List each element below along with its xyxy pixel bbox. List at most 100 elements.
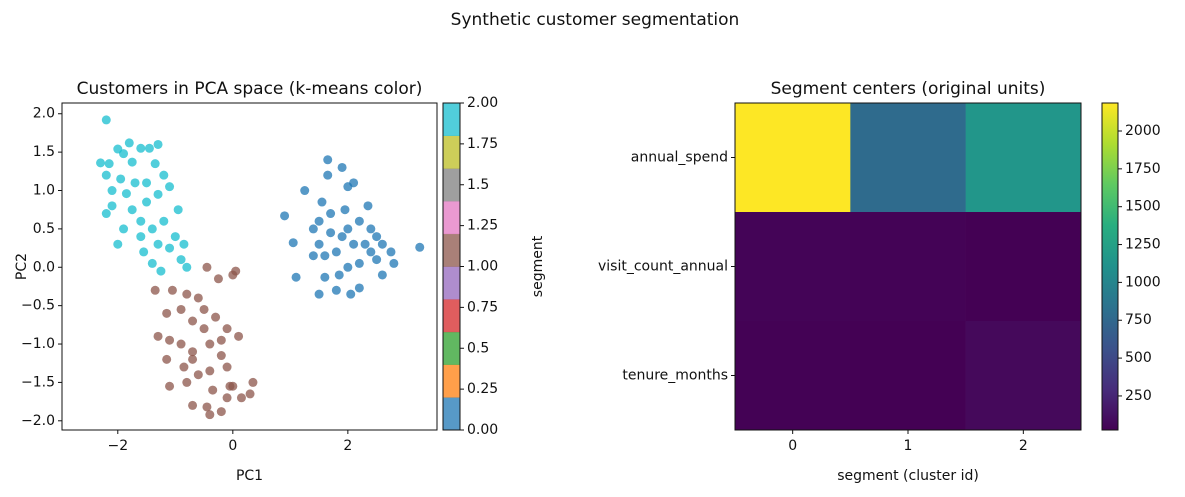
point bbox=[211, 312, 221, 322]
y-tick-label: visit_count_annual bbox=[598, 259, 728, 275]
point bbox=[222, 393, 232, 403]
point bbox=[179, 362, 189, 372]
point bbox=[280, 211, 290, 221]
y-tick-label: −0.5 bbox=[21, 298, 55, 314]
colorbar-swatch bbox=[443, 397, 460, 431]
point bbox=[216, 335, 226, 345]
colorbar-tick-label: 500 bbox=[1125, 350, 1152, 366]
point bbox=[288, 238, 298, 248]
point bbox=[147, 224, 157, 234]
colorbar-swatch bbox=[443, 168, 460, 202]
y-tick-label: −1.0 bbox=[21, 336, 55, 352]
point bbox=[208, 385, 218, 395]
colorbar-swatch bbox=[443, 135, 460, 169]
heatmap-cell bbox=[850, 212, 966, 322]
point bbox=[153, 139, 163, 149]
point bbox=[320, 272, 330, 282]
point bbox=[205, 339, 215, 349]
point bbox=[248, 377, 258, 387]
point bbox=[182, 289, 192, 299]
point bbox=[101, 170, 111, 180]
point bbox=[326, 209, 336, 219]
point bbox=[127, 205, 137, 215]
y-axis-label: PC2 bbox=[14, 253, 30, 280]
point bbox=[156, 266, 166, 276]
point bbox=[176, 304, 186, 314]
point bbox=[389, 258, 399, 268]
point bbox=[165, 381, 175, 391]
point bbox=[320, 251, 330, 261]
x-tick-label: 0 bbox=[228, 438, 237, 454]
y-tick-label: −1.5 bbox=[21, 374, 55, 390]
point bbox=[147, 258, 157, 268]
x-tick-label: −2 bbox=[107, 438, 128, 454]
point bbox=[101, 209, 111, 219]
colorbar-tick-label: 1500 bbox=[1125, 199, 1161, 215]
point bbox=[96, 158, 106, 168]
point bbox=[119, 149, 129, 159]
point bbox=[142, 197, 152, 207]
point bbox=[323, 170, 333, 180]
point bbox=[343, 224, 353, 234]
point bbox=[213, 274, 223, 284]
point bbox=[165, 243, 175, 253]
point bbox=[150, 159, 160, 169]
point bbox=[386, 247, 396, 257]
colorbar-tick-label: 250 bbox=[1125, 388, 1152, 404]
heatmap-cell bbox=[965, 212, 1082, 322]
point bbox=[101, 115, 111, 125]
point bbox=[340, 205, 350, 215]
colorbar-label: segment bbox=[530, 235, 546, 297]
point bbox=[228, 381, 238, 391]
point bbox=[159, 170, 169, 180]
point bbox=[159, 216, 169, 226]
colorbar-tick-label: 0.00 bbox=[467, 422, 498, 438]
point bbox=[366, 247, 376, 257]
point bbox=[349, 239, 359, 249]
point bbox=[377, 270, 387, 280]
point bbox=[366, 224, 376, 234]
point bbox=[291, 272, 301, 282]
point bbox=[121, 189, 131, 199]
colorbar-tick-label: 1250 bbox=[1125, 237, 1161, 253]
point bbox=[179, 239, 189, 249]
axes-title: Segment centers (original units) bbox=[771, 79, 1046, 99]
point bbox=[127, 157, 137, 167]
point bbox=[199, 304, 209, 314]
point bbox=[188, 316, 198, 326]
colorbar-tick-label: 0.25 bbox=[467, 381, 498, 397]
point bbox=[165, 182, 175, 192]
y-tick-label: tenure_months bbox=[622, 368, 728, 384]
point bbox=[153, 239, 163, 249]
colorbar-swatch bbox=[443, 364, 460, 398]
point bbox=[415, 242, 425, 252]
point bbox=[142, 178, 152, 188]
point bbox=[300, 186, 310, 196]
point bbox=[314, 289, 324, 299]
heatmap-cell bbox=[735, 103, 851, 213]
point bbox=[236, 393, 246, 403]
y-tick-label: annual_spend bbox=[631, 150, 728, 166]
point bbox=[188, 400, 198, 410]
point bbox=[354, 283, 364, 293]
x-tick-label: 2 bbox=[1019, 438, 1028, 454]
y-tick-label: 2.0 bbox=[33, 106, 55, 122]
colorbar-swatch bbox=[443, 233, 460, 267]
point bbox=[337, 162, 347, 172]
point bbox=[176, 339, 186, 349]
colorbar-swatch bbox=[443, 331, 460, 365]
point bbox=[331, 285, 341, 295]
heatmap-cell bbox=[850, 321, 966, 431]
heatmap-cell bbox=[850, 103, 966, 213]
point bbox=[124, 138, 134, 148]
point bbox=[153, 331, 163, 341]
point bbox=[222, 324, 232, 334]
y-tick-label: 1.0 bbox=[33, 183, 55, 199]
axes-frame bbox=[61, 102, 438, 431]
point bbox=[314, 239, 324, 249]
y-tick-label: 0.5 bbox=[33, 221, 55, 237]
point bbox=[193, 370, 203, 380]
colorbar-tick-label: 1.5 bbox=[467, 177, 489, 193]
point bbox=[205, 366, 215, 376]
